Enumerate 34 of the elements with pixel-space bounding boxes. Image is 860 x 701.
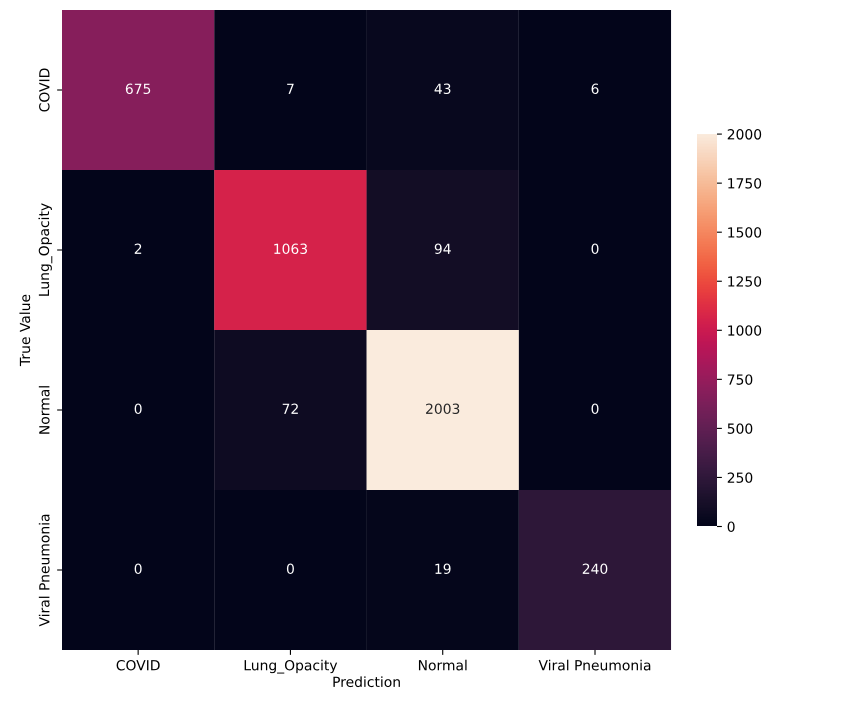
data-label: 2: [134, 244, 142, 254]
y-tick-label: COVID: [39, 68, 50, 112]
color-bar-label: 750: [728, 374, 752, 385]
data-label: 7: [287, 84, 294, 94]
data-label: 1063: [274, 244, 307, 254]
x-tick-label: Normal: [418, 660, 467, 670]
data-label: 0: [286, 564, 294, 574]
data-label: 19: [435, 564, 451, 574]
y-tick-label: Normal: [38, 386, 50, 434]
color-bar-label: 500: [728, 423, 752, 434]
data-label: 240: [582, 564, 608, 574]
data-label: 0: [592, 244, 598, 254]
color-bar-label: 1500: [728, 227, 762, 238]
data-label: 675: [126, 84, 150, 94]
y-axis-title: True Value: [19, 294, 30, 366]
x-tick-label: COVID: [116, 660, 160, 670]
data-label: 0: [592, 404, 598, 414]
color-bar-label: 250: [728, 472, 752, 483]
data-label: 94: [434, 244, 451, 254]
color-bar-label: 1000: [728, 325, 762, 336]
x-tick-label: Viral Pneumonia: [538, 660, 650, 670]
color-bar-label: 1750: [728, 178, 762, 189]
x-tick-label: Lung_Opacity: [244, 660, 338, 674]
y-tick-label: Lung_Opacity: [38, 203, 52, 296]
data-label: 2003: [426, 404, 460, 414]
color-bar-label: 2000: [728, 129, 762, 140]
data-label: 0: [134, 564, 142, 574]
data-label: 6: [592, 84, 599, 94]
data-label: 72: [282, 404, 298, 414]
data-label: 43: [434, 84, 450, 94]
color-bar-label: 0: [728, 521, 735, 532]
color-bar-label: 1250: [728, 276, 762, 287]
x-axis-title: Prediction: [333, 676, 400, 688]
data-label: 0: [134, 404, 142, 414]
